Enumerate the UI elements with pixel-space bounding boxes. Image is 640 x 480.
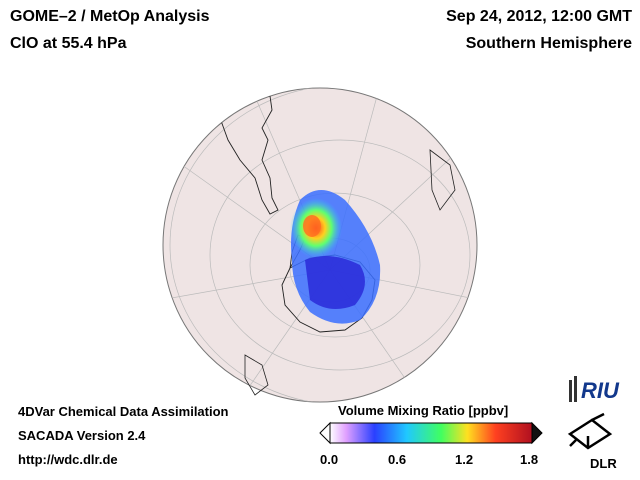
africa-outline bbox=[429, 149, 456, 211]
colorbar-tick-2: 1.2 bbox=[455, 452, 474, 467]
riu-logo-text: RIU bbox=[581, 378, 620, 403]
colorbar-tick-1: 0.6 bbox=[388, 452, 407, 467]
dlr-logo-text: DLR bbox=[590, 456, 617, 471]
colorbar-right-arrow bbox=[531, 421, 543, 445]
australia-outline bbox=[244, 354, 269, 396]
url-link[interactable]: http://wdc.dlr.de bbox=[18, 452, 118, 467]
colorbar-left-arrow bbox=[319, 421, 331, 445]
south-america-outline bbox=[219, 95, 279, 215]
colorbar-gradient bbox=[329, 422, 533, 444]
map-title: GOME–2 / MetOp Analysis bbox=[10, 8, 210, 25]
dlr-logo: DLR bbox=[567, 412, 617, 471]
colorbar-tick-3: 1.8 bbox=[520, 452, 539, 467]
species-label: ClO at 55.4 hPa bbox=[10, 35, 127, 52]
method-label: 4DVar Chemical Data Assimilation bbox=[18, 404, 229, 419]
colorbar bbox=[319, 421, 543, 445]
colorbar-title: Volume Mixing Ratio [ppbv] bbox=[338, 403, 509, 418]
clo-field bbox=[290, 190, 381, 324]
riu-logo: RIU bbox=[569, 376, 620, 403]
region-label: Southern Hemisphere bbox=[465, 35, 632, 52]
datetime-label: Sep 24, 2012, 12:00 GMT bbox=[446, 8, 632, 25]
version-label: SACADA Version 2.4 bbox=[18, 428, 146, 443]
colorbar-tick-0: 0.0 bbox=[320, 452, 339, 467]
